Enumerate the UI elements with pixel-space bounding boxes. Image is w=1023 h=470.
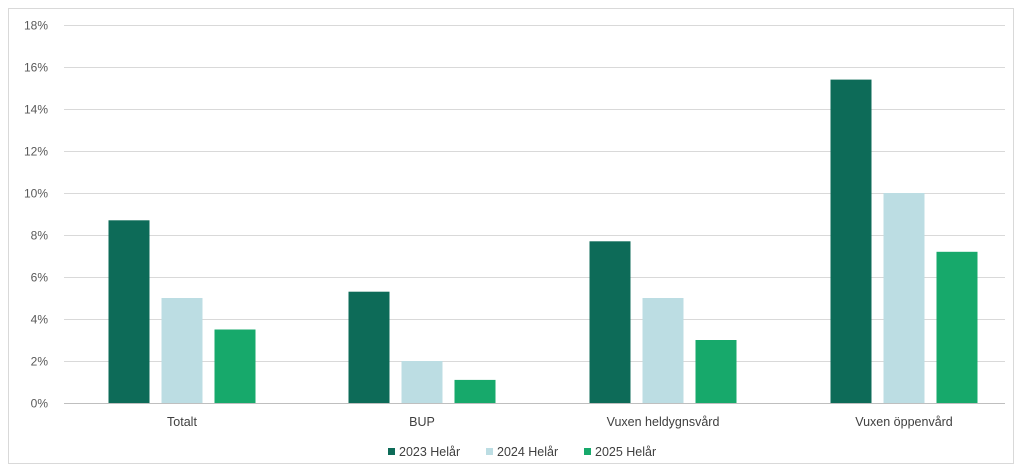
- bar-2023-helår-0: [108, 220, 150, 403]
- legend-swatch: [388, 448, 395, 455]
- x-category-label: Totalt: [167, 415, 197, 429]
- legend-swatch: [486, 448, 493, 455]
- y-tick-label: 12%: [24, 145, 48, 159]
- bar-2023-helår-2: [589, 241, 631, 403]
- legend-label: 2023 Helår: [399, 445, 460, 459]
- y-tick-label: 18%: [24, 19, 48, 33]
- bar-2025-helår-1: [454, 379, 496, 403]
- y-tick-label: 10%: [24, 187, 48, 201]
- legend-swatch: [584, 448, 591, 455]
- x-category-label: BUP: [409, 415, 435, 429]
- x-axis-category-labels: Totalt BUP Vuxen heldygnsvård Vuxen öppenvå…: [167, 415, 953, 429]
- bar-2025-helår-0: [214, 329, 256, 403]
- y-tick-label: 16%: [24, 61, 48, 75]
- bars: [108, 79, 978, 403]
- y-tick-label: 4%: [31, 313, 49, 327]
- x-category-label: Vuxen öppenvård: [855, 415, 953, 429]
- bar-2023-helår-3: [830, 79, 872, 403]
- legend-label: 2024 Helår: [497, 445, 558, 459]
- bar-2025-helår-3: [936, 251, 978, 403]
- y-axis-tick-labels: 0% 2% 4% 6% 8% 10% 12% 14% 16% 18%: [24, 19, 48, 411]
- bar-2024-helår-1: [401, 361, 443, 403]
- bar-2025-helår-2: [695, 340, 737, 403]
- y-tick-label: 2%: [31, 355, 49, 369]
- bar-2023-helår-1: [348, 291, 390, 403]
- y-tick-label: 0%: [31, 397, 49, 411]
- bar-2024-helår-2: [642, 298, 684, 403]
- bar-2024-helår-3: [883, 193, 925, 403]
- y-tick-label: 6%: [31, 271, 49, 285]
- y-tick-label: 14%: [24, 103, 48, 117]
- legend: 2023 Helår 2024 Helår 2025 Helår: [388, 445, 656, 459]
- y-tick-label: 8%: [31, 229, 49, 243]
- x-category-label: Vuxen heldygnsvård: [607, 415, 720, 429]
- bar-2024-helår-0: [161, 298, 203, 403]
- legend-label: 2025 Helår: [595, 445, 656, 459]
